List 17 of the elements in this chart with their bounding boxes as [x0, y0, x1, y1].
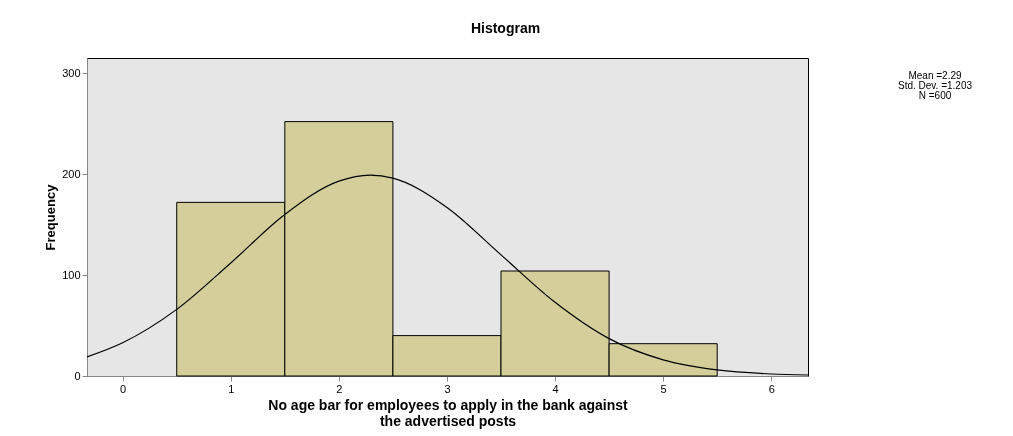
y-axis-title: Frequency: [43, 183, 59, 251]
y-tick-label: 300: [62, 66, 81, 79]
y-tick-label: 200: [62, 167, 81, 180]
x-axis-title: No age bar for employees to apply in the bank against the advertised posts: [268, 396, 629, 429]
x-tick-label: 4: [552, 382, 559, 395]
x-tick-label: 1: [228, 382, 235, 395]
text: Mean =2.29: [908, 70, 962, 81]
x-tick-label: 6: [768, 382, 775, 395]
x-tick-label: 2: [336, 382, 343, 395]
x-tick-label: 0: [120, 382, 127, 395]
x-tick-label: 5: [660, 382, 667, 395]
text: Std. Dev. =1.203: [897, 80, 973, 91]
text: N =600: [918, 90, 952, 101]
chart-title: Histogram: [470, 20, 541, 36]
y-tick-label: 0: [74, 369, 81, 382]
y-tick-label: 100: [62, 268, 81, 281]
x-tick-label: 3: [444, 382, 451, 395]
